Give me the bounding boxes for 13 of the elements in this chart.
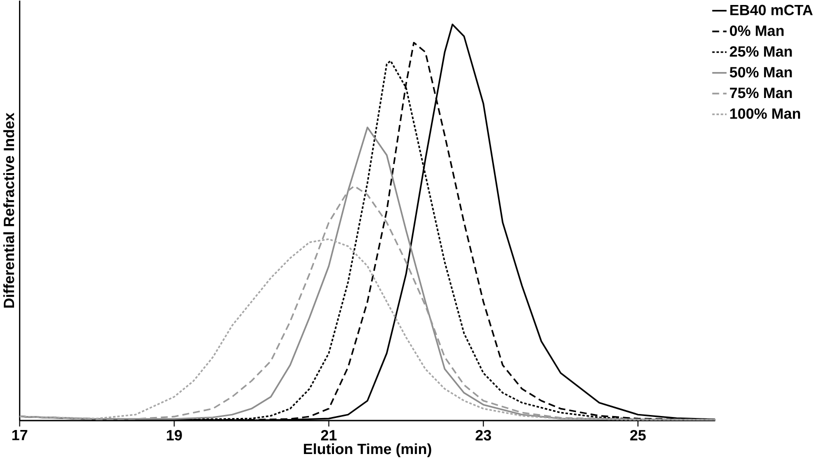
legend-label: 50% Man: [730, 66, 792, 78]
legend-label: 100% Man: [730, 108, 800, 119]
x-tick-label: 21: [321, 430, 337, 440]
x-tick-label: 25: [630, 430, 646, 440]
x-tick-label: 17: [12, 430, 28, 440]
x-tick-label: 19: [166, 430, 182, 440]
legend-label: 75% Man: [730, 87, 792, 98]
legend-label: 25% Man: [730, 46, 792, 57]
legend-label: 0% Man: [730, 25, 784, 36]
x-axis-title: Elution Time (min): [304, 443, 432, 457]
legend-label: EB40 mCTA: [730, 4, 813, 16]
x-tick-label: 23: [476, 430, 492, 440]
y-axis-title: Differential Refractive Index: [3, 112, 14, 308]
